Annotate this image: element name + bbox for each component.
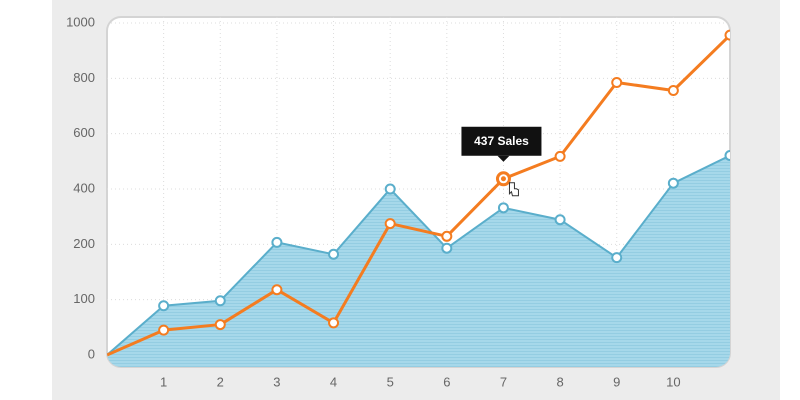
area-fill — [107, 155, 730, 367]
point — [611, 252, 623, 264]
point — [214, 319, 226, 331]
line — [107, 34, 730, 357]
cursor — [508, 182, 519, 197]
y-tick-label: 0 — [88, 346, 95, 361]
point — [384, 218, 396, 230]
point — [328, 248, 340, 260]
point — [667, 85, 679, 97]
point-center — [500, 176, 506, 182]
point — [214, 295, 226, 307]
x-tick-label: 5 — [387, 374, 394, 389]
point — [271, 284, 283, 296]
y-tick-label: 200 — [73, 236, 95, 251]
tooltip-box — [461, 126, 542, 156]
point — [724, 150, 730, 162]
point — [554, 214, 566, 226]
x-tick-label: 6 — [443, 374, 450, 389]
plot — [107, 17, 730, 367]
y-tick-label: 100 — [73, 291, 95, 306]
y-tick-label: 800 — [73, 70, 95, 85]
point — [384, 183, 396, 195]
tooltip-arrow — [497, 155, 510, 162]
x-tick-label: 3 — [273, 374, 280, 389]
y-tick-label: 400 — [73, 180, 95, 195]
x-tick-label: 8 — [556, 374, 563, 389]
x-tick-label: 9 — [613, 374, 620, 389]
tooltip-label: 437 Sales — [474, 134, 529, 148]
x-tick-label: 4 — [330, 374, 337, 389]
x-tick-label: 1 — [160, 374, 167, 389]
point — [158, 300, 170, 312]
y-tick-label: 1000 — [66, 14, 95, 29]
point — [441, 230, 453, 242]
point — [554, 150, 566, 162]
x-tick-label: 10 — [666, 374, 680, 389]
point — [611, 76, 623, 88]
point — [441, 242, 453, 254]
point — [497, 202, 509, 214]
point — [328, 317, 340, 329]
area-line — [107, 154, 730, 356]
overlay: 437 Sales — [461, 126, 542, 197]
point — [271, 236, 283, 248]
y-tick-label: 600 — [73, 125, 95, 140]
x-tick-label: 2 — [217, 374, 224, 389]
point — [158, 324, 170, 336]
point — [724, 29, 730, 41]
point — [667, 177, 679, 189]
x-tick-label: 7 — [500, 374, 507, 389]
